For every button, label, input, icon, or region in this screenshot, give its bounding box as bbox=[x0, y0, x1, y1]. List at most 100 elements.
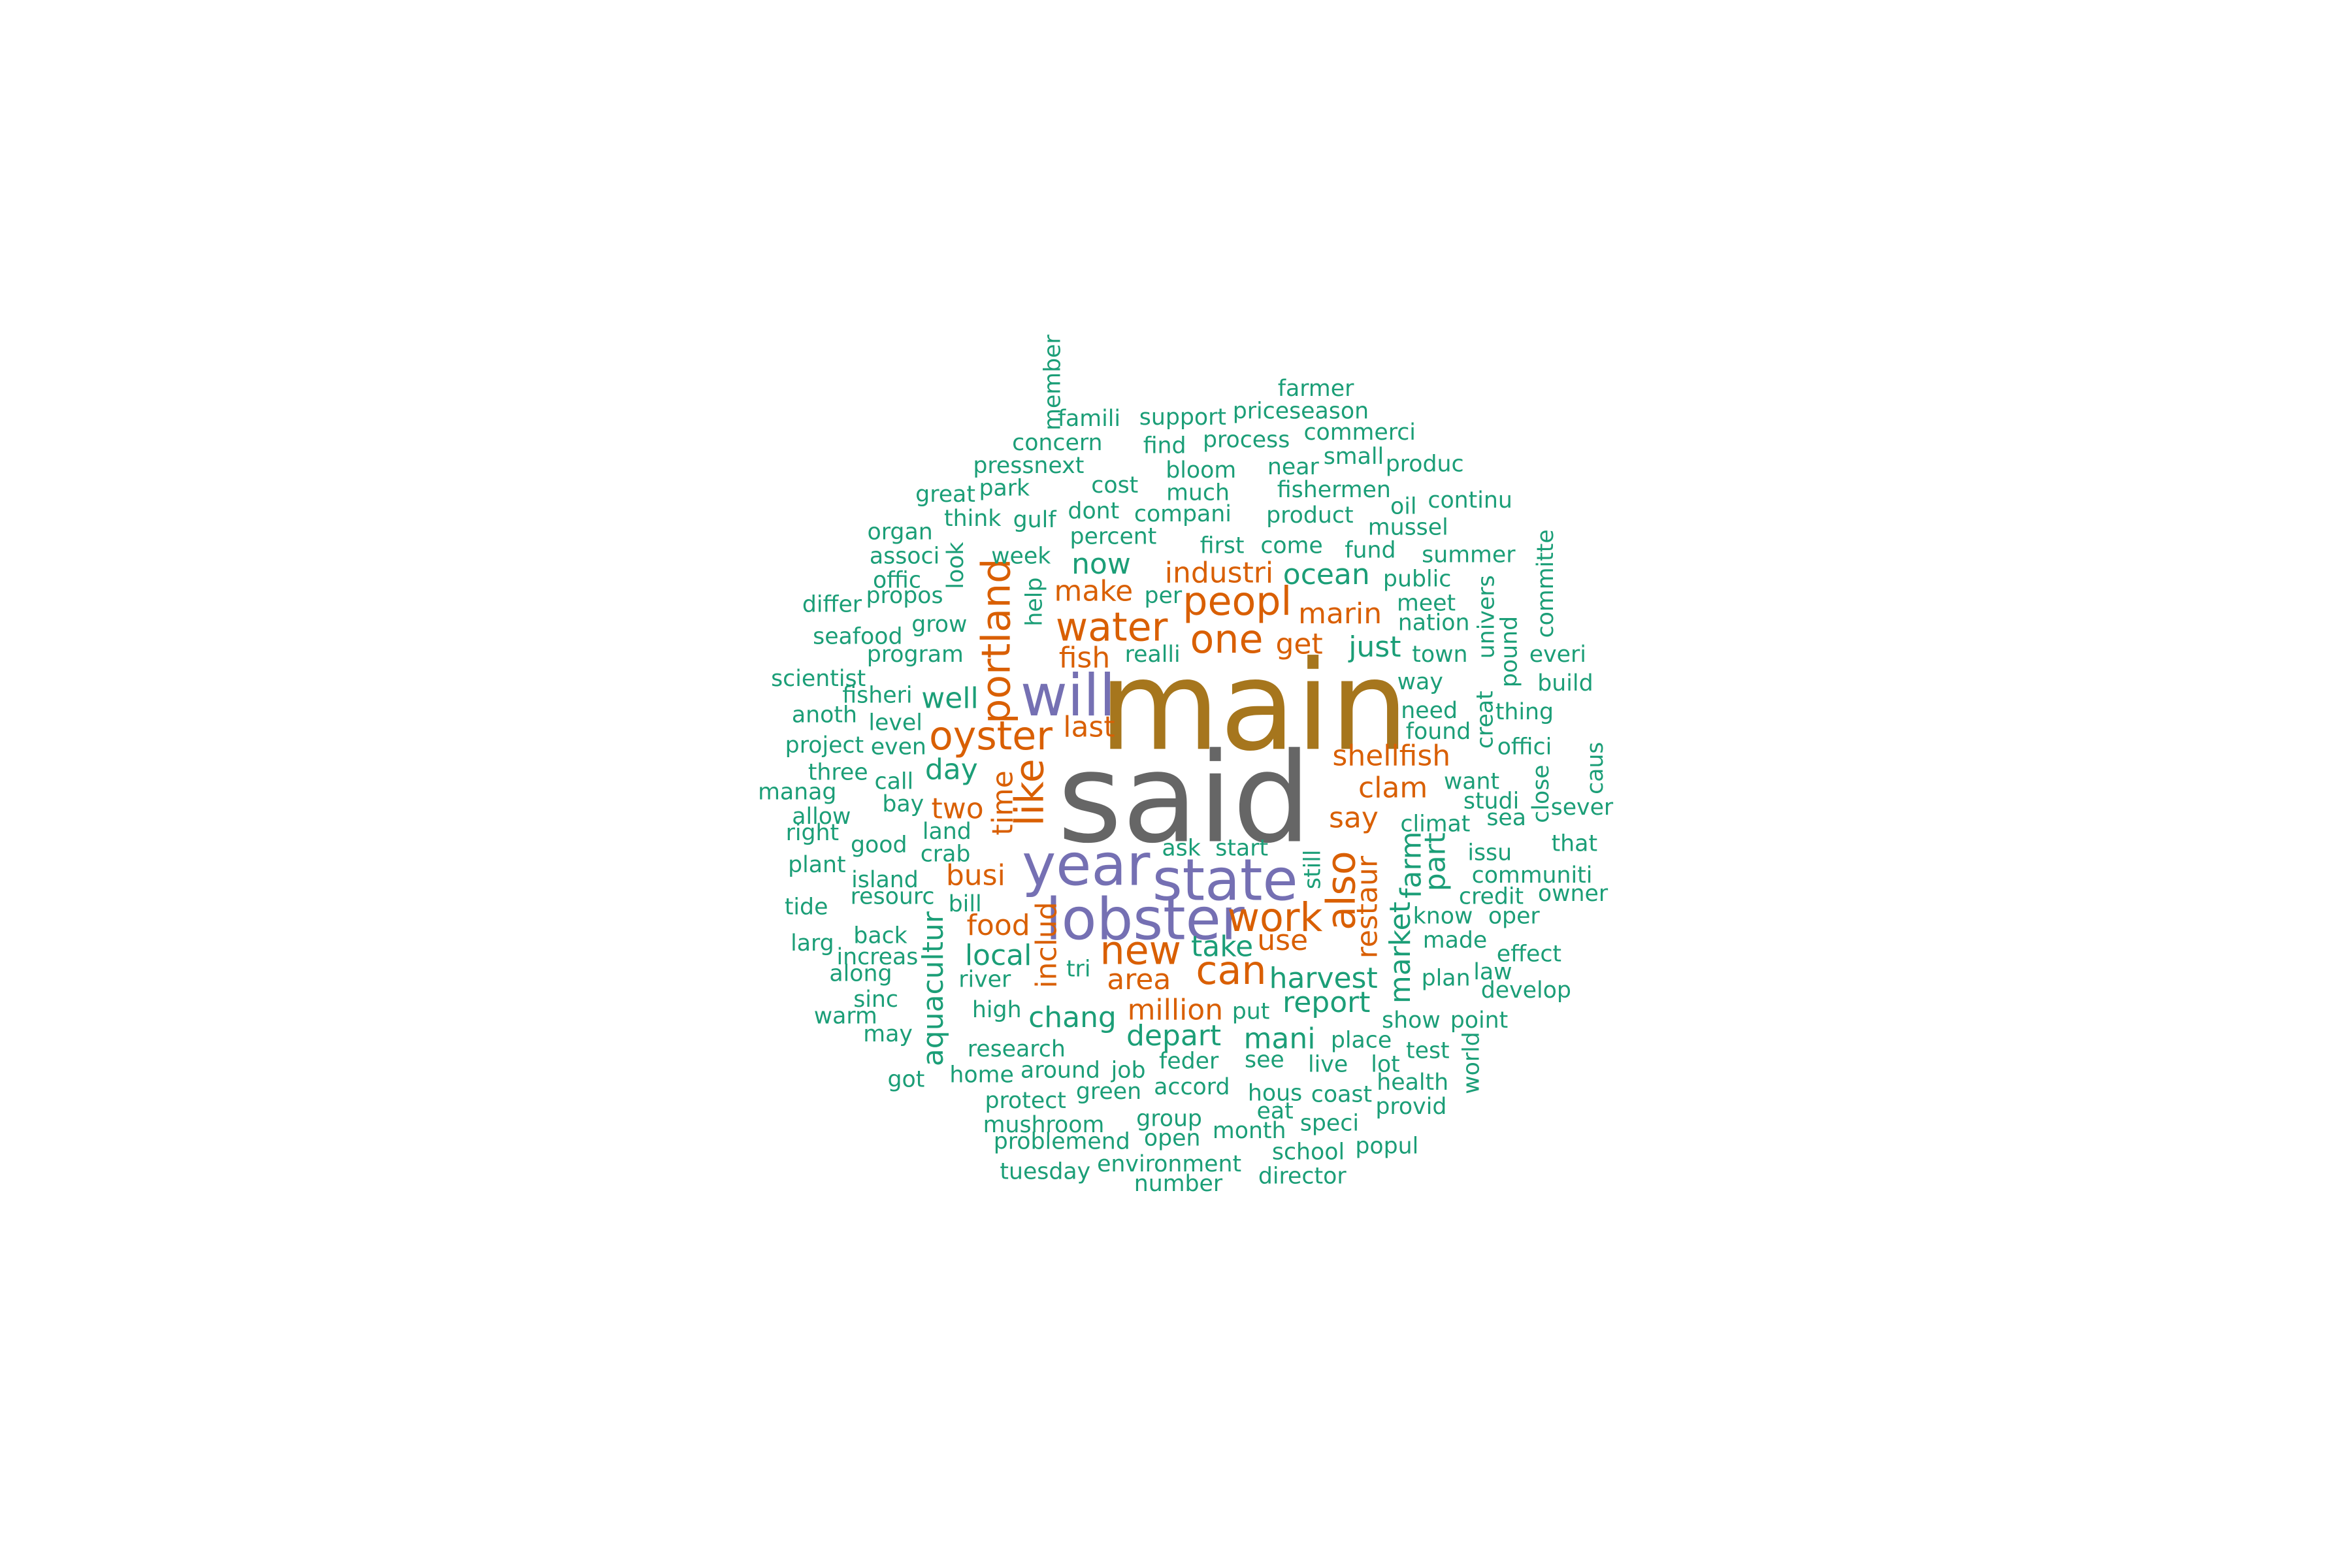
word-tide: tide bbox=[785, 894, 828, 921]
word-accord: accord bbox=[1154, 1074, 1230, 1100]
word-nation: nation bbox=[1398, 610, 1470, 636]
word-crab: crab bbox=[921, 841, 971, 868]
word-report: report bbox=[1282, 986, 1370, 1019]
word-associ: associ bbox=[870, 544, 939, 570]
word-pound: pound bbox=[1496, 616, 1522, 687]
word-point: point bbox=[1450, 1007, 1509, 1034]
word-realli: realli bbox=[1125, 642, 1181, 668]
word-week: week bbox=[991, 544, 1051, 570]
word-climat: climat bbox=[1400, 811, 1470, 837]
word-help: help bbox=[1022, 578, 1048, 627]
word-just: just bbox=[1348, 630, 1401, 664]
word-good: good bbox=[851, 832, 907, 858]
word-oil: oil bbox=[1390, 493, 1417, 519]
word-great: great bbox=[915, 482, 975, 508]
word-includ: includ bbox=[1030, 902, 1064, 988]
word-bill: bill bbox=[949, 891, 982, 917]
word-aquacultur: aquacultur bbox=[917, 911, 950, 1066]
word-river: river bbox=[958, 967, 1011, 993]
word-seafood: seafood bbox=[813, 623, 902, 649]
word-year: year bbox=[1022, 831, 1151, 898]
word-job: job bbox=[1111, 1058, 1146, 1084]
word-gulf: gulf bbox=[1013, 507, 1057, 533]
word-research: research bbox=[968, 1036, 1066, 1062]
word-farmer: farmer bbox=[1278, 376, 1354, 402]
word-ask: ask bbox=[1162, 835, 1200, 861]
word-made: made bbox=[1423, 928, 1487, 954]
word-protect: protect bbox=[985, 1088, 1066, 1114]
word-get: get bbox=[1276, 627, 1323, 661]
word-open: open bbox=[1144, 1126, 1201, 1152]
word-owner: owner bbox=[1538, 881, 1609, 907]
word-increas: increas bbox=[836, 944, 918, 970]
word-offic: offic bbox=[873, 568, 921, 594]
word-day: day bbox=[925, 753, 978, 787]
word-percent: percent bbox=[1070, 524, 1156, 550]
word-communiti: communiti bbox=[1472, 862, 1593, 889]
word-pressnext: pressnext bbox=[973, 453, 1084, 479]
word-tuesday: tuesday bbox=[1000, 1159, 1090, 1185]
word-plant: plant bbox=[788, 852, 846, 878]
word-want: want bbox=[1444, 769, 1499, 795]
word-manag: manag bbox=[758, 779, 836, 806]
word-allow: allow bbox=[792, 804, 851, 830]
word-differ: differ bbox=[802, 592, 862, 618]
word-start: start bbox=[1215, 835, 1268, 861]
word-know: know bbox=[1413, 904, 1473, 930]
word-food: food bbox=[966, 909, 1030, 942]
word-hous: hous bbox=[1248, 1080, 1302, 1106]
word-priceseason: priceseason bbox=[1233, 399, 1369, 425]
word-found: found bbox=[1406, 719, 1471, 745]
word-member: member bbox=[1039, 335, 1066, 431]
word-fund: fund bbox=[1345, 537, 1396, 563]
word-now: now bbox=[1071, 547, 1131, 581]
word-first: first bbox=[1200, 532, 1245, 559]
word-find: find bbox=[1143, 433, 1186, 459]
word-way: way bbox=[1397, 669, 1443, 695]
word-home: home bbox=[949, 1062, 1013, 1088]
word-school: school bbox=[1272, 1139, 1345, 1166]
word-product: product bbox=[1266, 502, 1353, 529]
word-around: around bbox=[1021, 1058, 1100, 1084]
word-fishermen: fishermen bbox=[1277, 477, 1391, 503]
word-can: can bbox=[1196, 948, 1266, 994]
word-mussel: mussel bbox=[1368, 515, 1448, 541]
word-work: work bbox=[1228, 895, 1323, 941]
word-portland: portland bbox=[974, 559, 1020, 724]
word-restaur: restaur bbox=[1350, 855, 1384, 958]
word-per: per bbox=[1144, 583, 1182, 609]
word-month: month bbox=[1213, 1118, 1286, 1144]
word-also: also bbox=[1318, 851, 1364, 930]
word-scientist: scientist bbox=[771, 666, 866, 692]
word-mani: mani bbox=[1244, 1022, 1316, 1055]
word-along: along bbox=[829, 960, 892, 987]
word-bay: bay bbox=[882, 791, 924, 817]
word-million: million bbox=[1128, 993, 1223, 1026]
word-clam: clam bbox=[1358, 771, 1428, 804]
word-lot: lot bbox=[1371, 1051, 1399, 1077]
word-well: well bbox=[921, 682, 978, 715]
word-got: got bbox=[887, 1066, 924, 1092]
word-health: health bbox=[1377, 1070, 1448, 1096]
word-oyster: oyster bbox=[929, 713, 1053, 759]
word-bloom: bloom bbox=[1166, 457, 1236, 483]
word-speci: speci bbox=[1300, 1111, 1359, 1137]
word-island: island bbox=[851, 867, 919, 893]
word-area: area bbox=[1107, 963, 1171, 996]
word-organ: organ bbox=[868, 519, 933, 546]
word-sinc: sinc bbox=[853, 987, 898, 1013]
word-see: see bbox=[1245, 1047, 1284, 1073]
word-call: call bbox=[875, 769, 914, 795]
word-much: much bbox=[1166, 480, 1230, 506]
word-farm: farm bbox=[1394, 832, 1428, 899]
word-problemend: problemend bbox=[994, 1128, 1130, 1154]
word-town: town bbox=[1412, 642, 1467, 668]
word-tri: tri bbox=[1066, 956, 1091, 983]
word-green: green bbox=[1076, 1079, 1141, 1105]
word-sea: sea bbox=[1486, 805, 1526, 831]
word-industri: industri bbox=[1165, 557, 1273, 590]
word-plan: plan bbox=[1422, 965, 1471, 991]
word-look: look bbox=[943, 542, 969, 589]
word-two: two bbox=[932, 792, 984, 826]
word-part: part bbox=[1418, 832, 1452, 891]
